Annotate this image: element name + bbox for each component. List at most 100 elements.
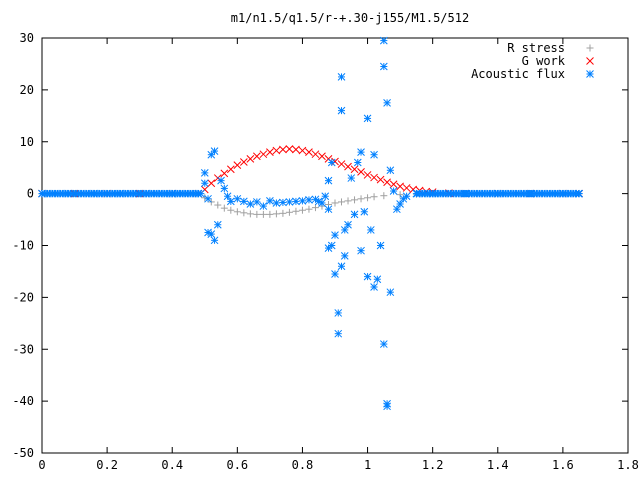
- data-point: [207, 230, 216, 238]
- x-tick-label: 1.6: [552, 458, 574, 472]
- data-point: [340, 226, 349, 234]
- data-point: [331, 199, 339, 207]
- data-point: [279, 198, 287, 207]
- data-point: [226, 197, 235, 206]
- data-point: [239, 197, 248, 206]
- data-point: [324, 205, 333, 214]
- data-point: [340, 252, 349, 260]
- data-point: [376, 241, 385, 250]
- data-point: [204, 194, 212, 203]
- x-tick-label: 0.6: [226, 458, 248, 472]
- chart-title: m1/n1.5/q1.5/r-+.30-j155/M1.5/512: [231, 11, 469, 25]
- data-point: [210, 236, 219, 245]
- x-tick-label: 1.4: [487, 458, 509, 472]
- legend-marker: [586, 44, 594, 52]
- data-point: [227, 206, 235, 214]
- data-point: [370, 283, 378, 291]
- y-tick-label: -30: [12, 342, 34, 356]
- data-point: [386, 288, 395, 297]
- data-point: [259, 202, 268, 210]
- data-point: [353, 158, 362, 167]
- x-tick-label: 0.8: [292, 458, 314, 472]
- legend-label: R stress: [507, 41, 565, 55]
- data-point: [233, 161, 242, 169]
- data-point: [210, 147, 219, 155]
- data-point: [318, 199, 326, 207]
- data-point: [305, 195, 313, 204]
- data-point: [383, 402, 391, 411]
- data-point: [396, 182, 404, 191]
- data-point: [311, 204, 319, 212]
- data-point: [220, 204, 228, 212]
- data-point: [379, 62, 388, 71]
- data-point: [379, 36, 388, 45]
- data-point: [259, 150, 268, 159]
- data-point: [396, 191, 404, 199]
- x-tick-label: 0.2: [96, 458, 118, 472]
- data-point: [259, 210, 267, 218]
- legend-marker: [586, 57, 594, 65]
- data-point: [285, 198, 294, 206]
- data-point: [402, 192, 411, 201]
- legend-label: Acoustic flux: [471, 67, 565, 81]
- data-point: [357, 195, 365, 203]
- data-point: [292, 197, 300, 206]
- data-point: [272, 210, 280, 218]
- data-point: [246, 155, 255, 163]
- data-point: [324, 176, 333, 185]
- data-point: [272, 146, 281, 155]
- data-point: [285, 208, 293, 216]
- data-point: [200, 179, 209, 188]
- data-point: [253, 210, 261, 218]
- data-point: [389, 187, 398, 195]
- data-point: [321, 192, 330, 201]
- series-1: [38, 145, 584, 198]
- data-point: [334, 329, 343, 338]
- data-point: [386, 166, 395, 175]
- y-tick-label: 30: [20, 31, 34, 45]
- plot-axes: 0 0.2 0.4 0.6 0.8 1 1.2 1.4 1.6 1.8 30 20 10 0 -10 -20 -…: [12, 31, 639, 472]
- y-tick-label: 20: [20, 83, 34, 97]
- data-point: [370, 150, 378, 159]
- data-point: [327, 158, 336, 167]
- data-point: [233, 208, 241, 216]
- data-point: [379, 340, 388, 348]
- data-point: [334, 309, 343, 317]
- data-point: [363, 171, 372, 179]
- data-point: [389, 180, 398, 189]
- data-point: [214, 201, 222, 209]
- data-point: [363, 114, 372, 123]
- data-point: [298, 206, 306, 214]
- data-point: [376, 175, 385, 184]
- data-point: [298, 146, 307, 155]
- y-tick-label: -50: [12, 446, 34, 460]
- data-point: [373, 275, 382, 284]
- data-point: [197, 189, 205, 198]
- data-point: [344, 197, 352, 205]
- data-point: [344, 162, 352, 171]
- x-tick-label: 1: [364, 458, 371, 472]
- data-point: [272, 199, 281, 207]
- data-point: [246, 210, 254, 218]
- data-point: [357, 246, 365, 255]
- data-point: [347, 174, 356, 182]
- data-point: [366, 226, 375, 234]
- data-point: [311, 150, 320, 159]
- data-point: [338, 198, 346, 206]
- data-point: [253, 198, 261, 206]
- data-point: [239, 158, 248, 166]
- data-point: [383, 98, 391, 107]
- zero-band: [38, 189, 583, 198]
- x-tick-label: 1.2: [422, 458, 444, 472]
- data-point: [207, 179, 216, 188]
- data-point: [318, 152, 326, 161]
- data-point: [337, 262, 346, 271]
- data-point: [350, 165, 359, 174]
- data-point: [220, 184, 229, 193]
- data-point: [360, 207, 369, 216]
- data-point: [327, 241, 336, 250]
- data-point: [292, 207, 300, 215]
- data-point: [279, 209, 287, 217]
